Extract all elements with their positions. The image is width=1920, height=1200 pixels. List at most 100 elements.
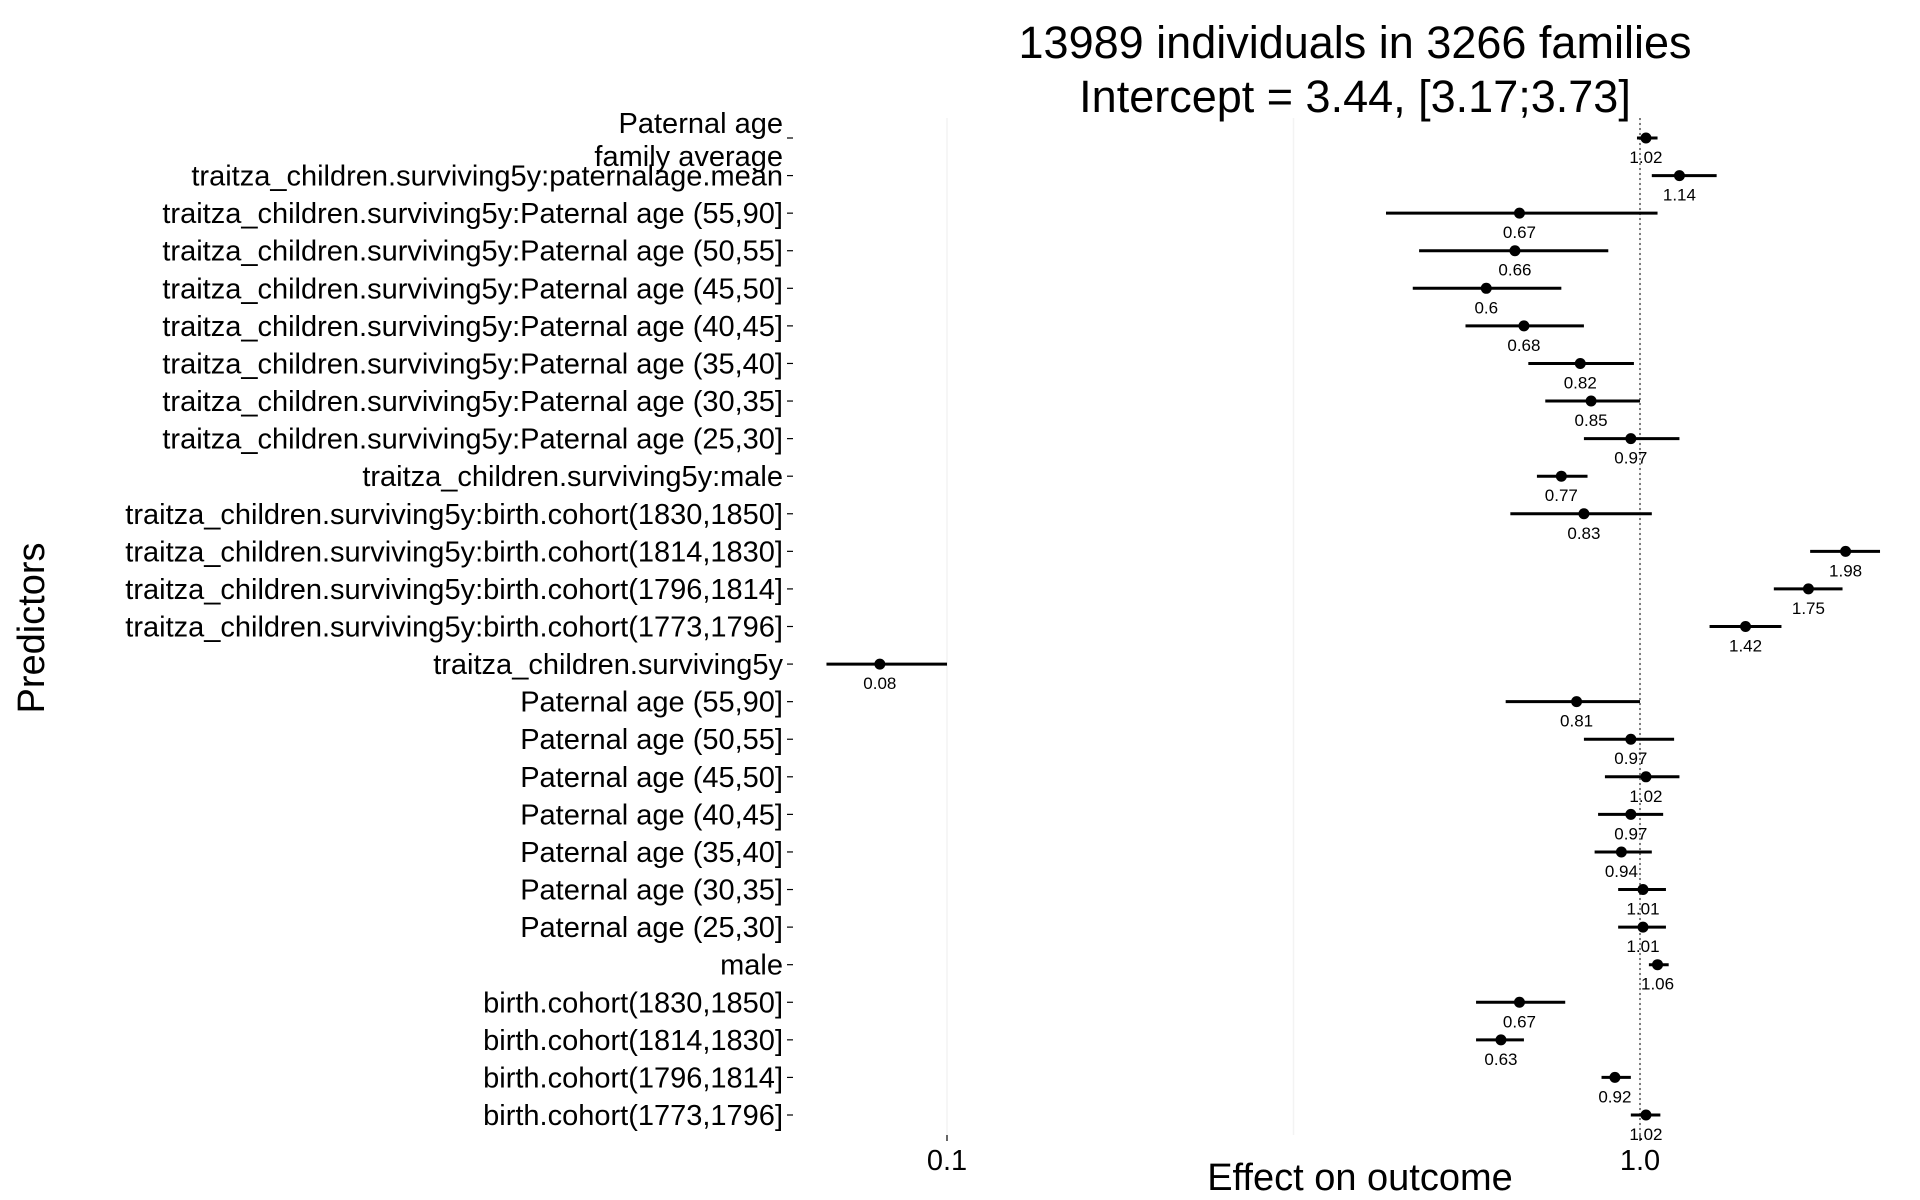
point-estimate bbox=[1625, 433, 1637, 445]
point-estimate bbox=[1840, 545, 1852, 557]
row-label: Paternal age (50,55] bbox=[520, 724, 783, 756]
point-estimate bbox=[1574, 357, 1586, 369]
point-estimate bbox=[1585, 395, 1597, 407]
point-estimate bbox=[1652, 959, 1664, 971]
forest-row: traitza_children.surviving5y:birth.cohor… bbox=[125, 612, 1782, 656]
row-label: traitza_children.surviving5y:Paternal ag… bbox=[162, 236, 783, 268]
forest-row: traitza_children.surviving5y:paternalage… bbox=[191, 161, 1717, 205]
forest-row: traitza_children.surviving5y:Paternal ag… bbox=[162, 424, 1680, 468]
forest-row: Paternal age (25,30] 1.01 bbox=[520, 912, 1666, 956]
point-estimate bbox=[1640, 132, 1652, 144]
forest-row: Paternal age family average 1.02 bbox=[594, 108, 1662, 173]
forest-row: Paternal age (30,35] 1.01 bbox=[520, 875, 1666, 919]
x-axis-title: Effect on outcome bbox=[1207, 1157, 1513, 1199]
point-estimate bbox=[1802, 583, 1814, 595]
value-label: 1.01 bbox=[1626, 900, 1659, 919]
row-label: Paternal age (40,45] bbox=[520, 799, 783, 831]
forest-row: Paternal age (45,50] 1.02 bbox=[520, 762, 1680, 806]
forest-row: birth.cohort(1830,1850] 0.67 bbox=[483, 987, 1566, 1031]
value-label: 1.02 bbox=[1629, 148, 1662, 167]
value-label: 1.14 bbox=[1663, 186, 1696, 205]
point-estimate bbox=[1615, 846, 1627, 858]
point-estimate bbox=[1637, 884, 1649, 896]
point-estimate bbox=[1609, 1071, 1621, 1083]
point-estimate bbox=[1625, 733, 1637, 745]
value-label: 0.82 bbox=[1564, 373, 1597, 392]
value-label: 0.85 bbox=[1575, 411, 1608, 430]
forest-row: Paternal age (55,90] 0.81 bbox=[520, 687, 1640, 731]
forest-row: traitza_children.surviving5y:Paternal ag… bbox=[162, 348, 1634, 392]
forest-row: traitza_children.surviving5y:male 0.77 bbox=[362, 461, 1588, 505]
value-label: 0.63 bbox=[1484, 1050, 1517, 1069]
x-tick-label: 0.1 bbox=[927, 1145, 967, 1177]
row-label: Paternal age (35,40] bbox=[520, 837, 783, 869]
forest-row: traitza_children.surviving5y:birth.cohor… bbox=[125, 574, 1843, 618]
point-estimate bbox=[1578, 508, 1590, 520]
row-label: Paternal age (55,90] bbox=[520, 687, 783, 719]
row-label: birth.cohort(1773,1796] bbox=[483, 1100, 783, 1132]
point-estimate bbox=[1740, 621, 1752, 632]
forest-row: traitza_children.surviving5y 0.08 bbox=[433, 649, 947, 693]
forest-row: traitza_children.surviving5y:Paternal ag… bbox=[162, 198, 1658, 242]
forest-row: male 1.06 bbox=[720, 950, 1674, 994]
point-estimate bbox=[1673, 170, 1685, 182]
grid-layer bbox=[946, 118, 1641, 1135]
forest-row: traitza_children.surviving5y:Paternal ag… bbox=[162, 236, 1609, 280]
point-estimate bbox=[1509, 245, 1521, 257]
value-label: 0.83 bbox=[1567, 524, 1600, 543]
value-label: 0.67 bbox=[1503, 1012, 1536, 1031]
forest-row: traitza_children.surviving5y:birth.cohor… bbox=[125, 536, 1881, 580]
row-label: traitza_children.surviving5y bbox=[433, 649, 783, 681]
row-label: birth.cohort(1814,1830] bbox=[483, 1025, 783, 1057]
y-axis-title: Predictors bbox=[11, 542, 53, 713]
row-label-line: Paternal age bbox=[619, 108, 783, 140]
forest-row: traitza_children.surviving5y:Paternal ag… bbox=[162, 273, 1562, 317]
point-estimate bbox=[1495, 1034, 1507, 1046]
chart-title-line1: 13989 individuals in 3266 families bbox=[1019, 17, 1692, 68]
value-label: 0.08 bbox=[863, 674, 896, 693]
row-label: traitza_children.surviving5y:Paternal ag… bbox=[162, 311, 783, 343]
point-estimate bbox=[1513, 207, 1525, 219]
value-label: 0.66 bbox=[1498, 261, 1531, 280]
forest-row: Paternal age (40,45] 0.97 bbox=[520, 799, 1664, 843]
forest-row: traitza_children.surviving5y:birth.cohor… bbox=[125, 499, 1652, 543]
forest-row: birth.cohort(1796,1814] 0.92 bbox=[483, 1062, 1631, 1106]
point-estimate bbox=[1555, 470, 1567, 482]
row-label: traitza_children.surviving5y:birth.cohor… bbox=[125, 612, 783, 644]
value-label: 0.92 bbox=[1598, 1087, 1631, 1106]
chart-title-line2: Intercept = 3.44, [3.17;3.73] bbox=[1079, 71, 1631, 122]
value-label: 1.42 bbox=[1729, 637, 1762, 656]
row-label: male bbox=[720, 950, 783, 982]
row-label: traitza_children.surviving5y:paternalage… bbox=[191, 161, 783, 193]
row-label: traitza_children.surviving5y:Paternal ag… bbox=[162, 424, 783, 456]
row-label: traitza_children.surviving5y:birth.cohor… bbox=[125, 536, 783, 568]
value-label: 0.81 bbox=[1560, 712, 1593, 731]
x-tick-layer: 0.1 1.0 bbox=[927, 1135, 1660, 1177]
value-label: 0.97 bbox=[1614, 749, 1647, 768]
row-label: traitza_children.surviving5y:Paternal ag… bbox=[162, 348, 783, 380]
value-label: 0.97 bbox=[1614, 824, 1647, 843]
forest-row: Paternal age (50,55] 0.97 bbox=[520, 724, 1675, 768]
value-label: 0.6 bbox=[1474, 298, 1498, 317]
point-estimate bbox=[1513, 996, 1525, 1008]
point-estimate bbox=[1518, 320, 1530, 332]
row-label: traitza_children.surviving5y:male bbox=[362, 461, 783, 493]
value-label: 1.98 bbox=[1829, 561, 1862, 580]
point-estimate bbox=[1625, 808, 1637, 820]
point-estimate bbox=[1637, 921, 1649, 933]
row-label: Paternal age family average bbox=[594, 108, 783, 173]
row-label: birth.cohort(1830,1850] bbox=[483, 987, 783, 1019]
forest-row: Paternal age (35,40] 0.94 bbox=[520, 837, 1652, 881]
row-label: birth.cohort(1796,1814] bbox=[483, 1062, 783, 1094]
x-tick-label: 1.0 bbox=[1620, 1145, 1660, 1177]
point-estimate bbox=[1480, 282, 1492, 294]
value-label: 0.94 bbox=[1605, 862, 1638, 881]
forest-row: traitza_children.surviving5y:Paternal ag… bbox=[162, 386, 1640, 430]
value-label: 1.01 bbox=[1626, 937, 1659, 956]
value-label: 1.02 bbox=[1629, 1125, 1662, 1144]
point-estimate bbox=[874, 658, 886, 670]
row-label-line: family average bbox=[594, 141, 783, 173]
value-label: 0.97 bbox=[1614, 449, 1647, 468]
row-label: traitza_children.surviving5y:birth.cohor… bbox=[125, 499, 783, 531]
